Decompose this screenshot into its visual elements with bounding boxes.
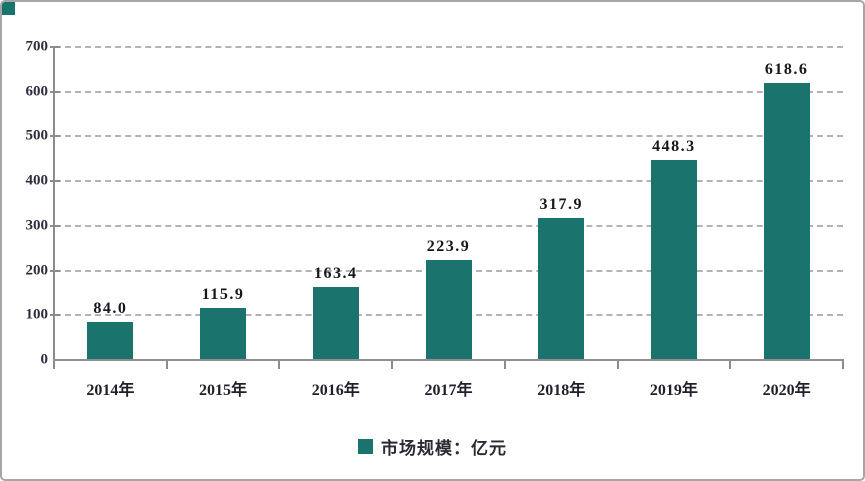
x-axis-tick bbox=[53, 361, 55, 369]
x-axis-tick bbox=[616, 361, 619, 369]
y-axis-tick-500 bbox=[50, 135, 60, 138]
bar-value-label: 317.9 bbox=[539, 195, 583, 213]
y-axis-label-100: 100 bbox=[25, 306, 49, 323]
gridline-500 bbox=[55, 135, 843, 138]
bar-2019年 bbox=[650, 159, 697, 360]
bar-value-label: 448.3 bbox=[652, 137, 696, 155]
bar-2016年 bbox=[312, 286, 359, 360]
bar-2015年 bbox=[200, 308, 247, 360]
x-axis-tick bbox=[842, 361, 844, 369]
gridline-400 bbox=[55, 180, 843, 183]
gridline-600 bbox=[55, 90, 843, 93]
bar-value-label: 163.4 bbox=[314, 264, 358, 282]
y-axis-label-300: 300 bbox=[25, 217, 49, 234]
x-axis-label: 2020年 bbox=[762, 382, 811, 399]
y-axis-tick-300 bbox=[50, 224, 60, 227]
y-axis-tick-200 bbox=[50, 269, 60, 272]
chart-legend: 市场规模：亿元 bbox=[2, 434, 863, 458]
legend-swatch-icon bbox=[358, 438, 373, 454]
y-axis-label-700: 700 bbox=[25, 38, 49, 55]
x-axis-label: 2016年 bbox=[311, 382, 360, 399]
corner-accent-square bbox=[2, 2, 15, 15]
x-axis-tick bbox=[503, 361, 506, 369]
y-axis-label-0: 0 bbox=[40, 351, 49, 368]
x-axis-tick bbox=[391, 361, 394, 369]
x-axis-tick bbox=[165, 361, 168, 369]
bar-value-label: 223.9 bbox=[426, 237, 471, 255]
bar-2020年 bbox=[763, 83, 810, 360]
y-axis-line bbox=[53, 47, 55, 360]
x-axis-tick bbox=[729, 361, 732, 369]
x-axis-label: 2014年 bbox=[86, 382, 135, 399]
y-axis-label-500: 500 bbox=[25, 127, 49, 144]
gridline-300 bbox=[55, 224, 843, 227]
y-axis-label-600: 600 bbox=[25, 83, 49, 100]
y-axis-tick-600 bbox=[50, 90, 60, 93]
bar-2017年 bbox=[425, 259, 472, 360]
y-axis-tick-100 bbox=[50, 314, 60, 317]
bar-2014年 bbox=[87, 322, 134, 360]
x-axis-label: 2017年 bbox=[424, 382, 473, 399]
x-axis-label: 2018年 bbox=[537, 382, 586, 399]
y-axis-label-400: 400 bbox=[25, 172, 49, 189]
legend-label: 市场规模：亿元 bbox=[381, 438, 507, 458]
bar-value-label: 84.0 bbox=[93, 300, 128, 318]
x-axis-tick bbox=[278, 361, 281, 369]
y-axis-label-200: 200 bbox=[25, 262, 49, 279]
bar-value-label: 115.9 bbox=[201, 286, 245, 304]
y-axis-tick-700 bbox=[50, 46, 60, 48]
gridline-700 bbox=[55, 46, 843, 48]
y-axis-tick-400 bbox=[50, 180, 60, 183]
bar-value-label: 618.6 bbox=[764, 61, 809, 79]
x-axis-label: 2019年 bbox=[649, 382, 698, 399]
x-axis-line bbox=[53, 359, 844, 361]
x-axis-label: 2015年 bbox=[199, 382, 248, 399]
bar-2018年 bbox=[538, 217, 585, 360]
